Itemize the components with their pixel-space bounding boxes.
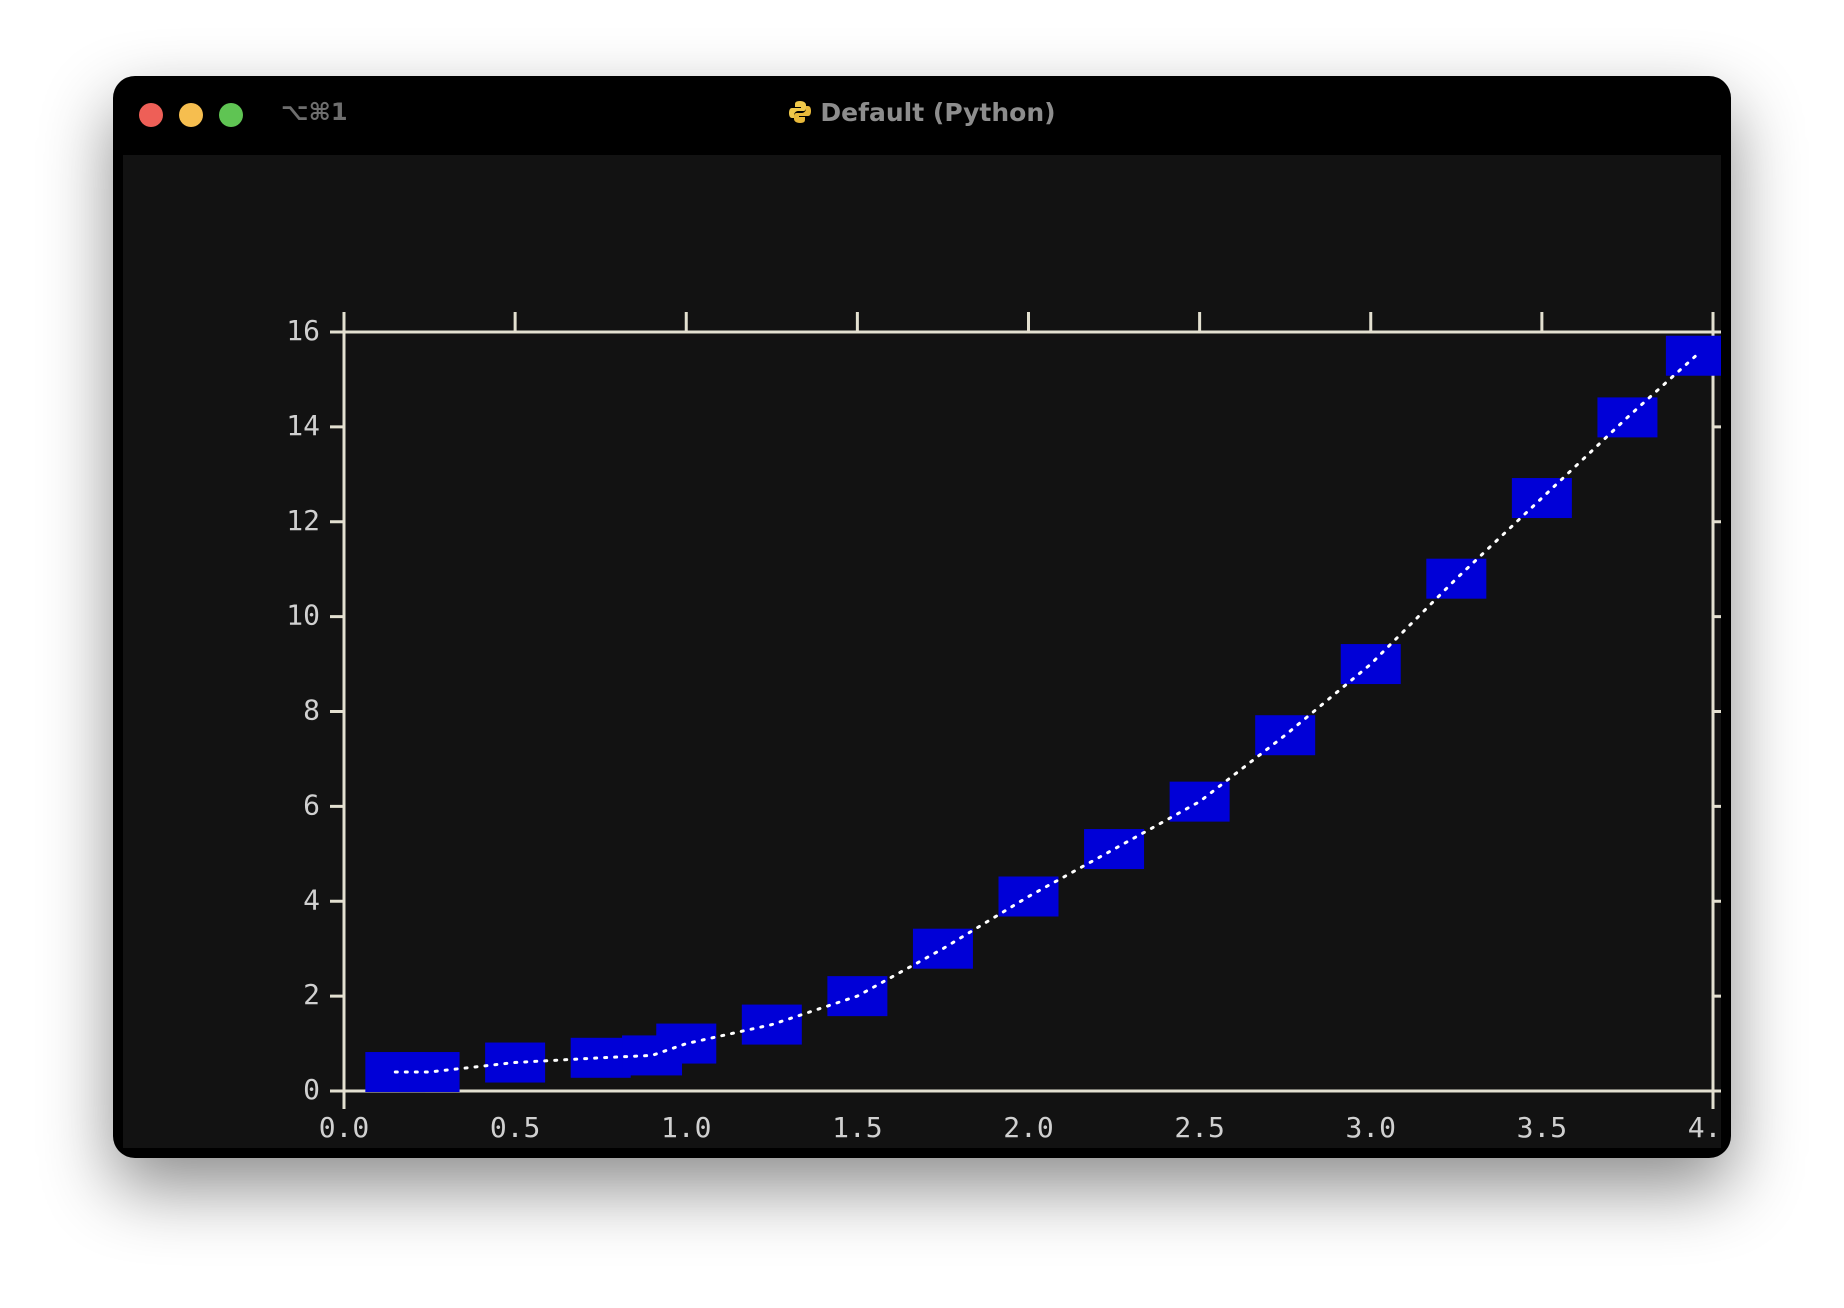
y-tick-label: 2 bbox=[303, 978, 320, 1011]
highlight-cell bbox=[1665, 335, 1721, 376]
tab-shortcut: ⌥⌘1 bbox=[281, 98, 348, 126]
minimize-button[interactable] bbox=[179, 103, 203, 127]
highlight-cell bbox=[656, 1023, 717, 1064]
x-tick-label: 0.5 bbox=[490, 1111, 541, 1144]
x-tick-label: 1.0 bbox=[661, 1111, 712, 1144]
highlight-cell bbox=[1169, 781, 1230, 822]
y-tick-label: 12 bbox=[286, 504, 320, 537]
x-tick-label: 3.0 bbox=[1345, 1111, 1396, 1144]
python-icon bbox=[789, 101, 812, 123]
terminal-content: 0 2 4 6 8 10 12 14 16 0.0 0.5 1.0 1.5 2.0 2.5 3.0 3.5 4.0 bbox=[123, 155, 1721, 1148]
highlight-cell bbox=[1340, 644, 1401, 685]
highlight-cell bbox=[1426, 558, 1487, 599]
x-tick-label: 4.0 bbox=[1688, 1111, 1721, 1144]
highlight-cell bbox=[570, 1037, 631, 1078]
y-tick-label: 4 bbox=[303, 883, 320, 916]
y-tick-label: 0 bbox=[303, 1073, 320, 1106]
x-tick-label: 0.0 bbox=[319, 1111, 370, 1144]
y-tick-label: 6 bbox=[303, 788, 320, 821]
y-tick-label: 10 bbox=[286, 599, 320, 632]
y-tick-label: 8 bbox=[303, 694, 320, 727]
zoom-button[interactable] bbox=[219, 103, 243, 127]
y-tick-label: 14 bbox=[286, 409, 320, 442]
highlight-cell bbox=[399, 1052, 460, 1093]
y-tick-label: 16 bbox=[286, 314, 320, 347]
window-title: Default (Python) bbox=[820, 98, 1056, 127]
close-button[interactable] bbox=[139, 103, 163, 127]
x-tick-label: 2.5 bbox=[1174, 1111, 1225, 1144]
highlight-cell bbox=[1084, 829, 1145, 870]
window-title-row: Default (Python) bbox=[113, 98, 1731, 127]
x-tick-label: 3.5 bbox=[1517, 1111, 1568, 1144]
terminal-window: ⌥⌘1 Default (Python) 0 2 4 6 8 10 12 14 16 0.0 0.5… bbox=[113, 76, 1731, 1158]
x-tick-label: 2.0 bbox=[1003, 1111, 1054, 1144]
data-line bbox=[393, 354, 1698, 1074]
chart: 0 2 4 6 8 10 12 14 16 0.0 0.5 1.0 1.5 2.0 2.5 3.0 3.5 4.0 bbox=[286, 312, 1721, 1144]
x-tick-label: 1.5 bbox=[832, 1111, 883, 1144]
